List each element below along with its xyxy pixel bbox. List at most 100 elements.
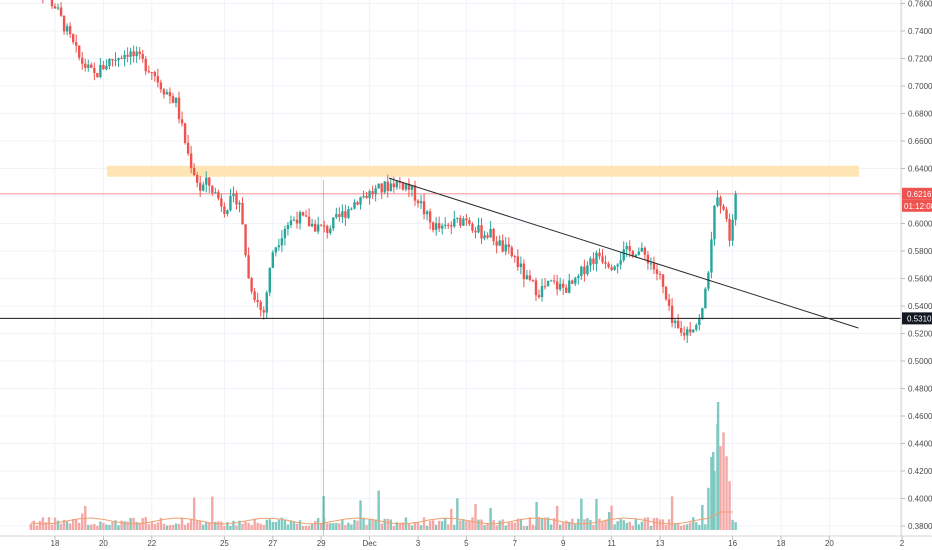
volume-bar — [670, 496, 674, 530]
price-axis[interactable]: 0.7600 0.7400 0.7200 0.7000 0.6800 0.6600 0.64… — [901, 0, 932, 531]
date-tick-label: 7 — [513, 539, 518, 548]
candle-body — [465, 218, 468, 221]
volume-bar — [676, 523, 680, 530]
volume-bar — [658, 519, 662, 530]
volume-bar — [250, 524, 253, 530]
candle-body — [574, 277, 577, 284]
candle-body — [728, 218, 731, 241]
date-tick-label: 18 — [777, 539, 786, 548]
candle-body — [568, 280, 571, 293]
volume-bar — [38, 520, 42, 530]
candle-body — [586, 265, 589, 275]
volume-bar — [350, 524, 353, 530]
candle-body — [280, 238, 284, 246]
volume-bar — [68, 523, 72, 530]
price-tick-label: 0.7400 — [908, 27, 932, 36]
volume-bar — [235, 525, 238, 530]
volume-bar — [174, 523, 178, 530]
candle-body — [525, 275, 529, 280]
candle-body — [377, 183, 380, 189]
volume-bar — [562, 521, 565, 530]
candle-body — [189, 153, 193, 169]
candle-body — [192, 168, 196, 176]
candle-body — [78, 45, 81, 58]
volume-bar — [180, 517, 184, 530]
volume-bar — [380, 523, 383, 530]
candle-body — [265, 292, 268, 313]
candle-body — [655, 269, 659, 274]
candle-body — [217, 192, 220, 199]
candle-body — [332, 217, 335, 229]
price-tick-label: 0.5200 — [908, 330, 932, 339]
volume-bar — [90, 524, 93, 530]
volume-bar — [468, 520, 471, 530]
candle-body — [56, 7, 60, 9]
resistance-zone[interactable] — [107, 165, 859, 177]
volume-bar — [622, 520, 625, 530]
candle-body — [631, 250, 634, 257]
price-tick-label: 0.4000 — [908, 495, 932, 504]
price-tick-label: 0.6000 — [908, 220, 932, 229]
volume-bar — [707, 487, 710, 530]
candle-body — [649, 263, 653, 265]
candle-body — [371, 191, 374, 195]
volume-bar — [338, 523, 341, 530]
candle-body — [344, 211, 347, 218]
volume-bar — [480, 519, 483, 530]
candle-body — [558, 283, 562, 290]
volume-bar — [628, 521, 631, 530]
candle-body — [353, 202, 356, 209]
volume-bar — [283, 519, 287, 530]
candle-body — [114, 59, 117, 61]
price-tick-label: 0.7600 — [908, 0, 932, 9]
volume-bar — [604, 519, 607, 530]
candle-body — [416, 200, 420, 204]
candle-body — [168, 92, 172, 97]
date-tick-label: 20 — [825, 539, 834, 548]
volume-bar — [592, 524, 595, 530]
candle-body — [664, 286, 668, 300]
date-tick-label: 5 — [464, 539, 469, 548]
volume-bar — [244, 521, 247, 530]
candle-body — [722, 206, 725, 210]
volume-bar — [428, 520, 432, 530]
candle-body — [350, 208, 353, 210]
volume-bar — [183, 524, 187, 530]
volume-bar — [595, 498, 598, 530]
volume-bar — [53, 517, 57, 530]
volume-bar — [643, 517, 647, 530]
candle-body — [120, 58, 123, 60]
trendline[interactable] — [388, 177, 859, 329]
volume-bar — [189, 518, 193, 530]
price-tick-label: 0.6600 — [908, 137, 932, 146]
volume-bar — [87, 524, 90, 530]
candle-body — [695, 325, 698, 330]
volume-bar — [528, 517, 532, 530]
volume-bar — [549, 524, 553, 530]
volume-bar — [138, 522, 141, 530]
candle-body — [431, 222, 435, 230]
volume-bar — [165, 525, 169, 530]
candle-body — [108, 58, 111, 66]
candle-body — [468, 220, 471, 224]
volume-bar — [634, 519, 637, 530]
last-price-label: 0.6216 — [907, 190, 932, 199]
countdown-label: 01:12:08 — [904, 202, 932, 211]
date-tick-label: 9 — [561, 539, 566, 548]
volume-bar — [220, 521, 223, 530]
volume-bar — [81, 513, 84, 530]
volume-bar — [652, 518, 656, 530]
candle-body — [673, 320, 677, 323]
volume-bar — [56, 520, 60, 530]
candle-body — [159, 82, 163, 90]
volume-bar — [492, 520, 495, 530]
candle-body — [138, 51, 141, 55]
volume-bar — [625, 523, 628, 530]
candle-body — [283, 228, 287, 239]
candle-body — [661, 274, 665, 287]
time-axis[interactable]: 18 20 22 25 27 29 Dec 3 5 7 9 11 13 16 18 20 2 — [51, 536, 905, 548]
candle-body — [710, 239, 713, 273]
candle-body — [53, 6, 57, 9]
volume-bar — [168, 525, 172, 530]
